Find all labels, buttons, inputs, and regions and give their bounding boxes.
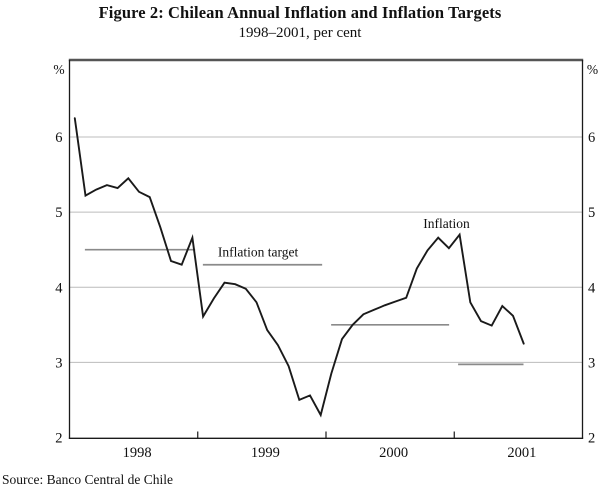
source-note: Source: Banco Central de Chile: [2, 472, 173, 487]
figure-subtitle: 1998–2001, per cent: [238, 25, 362, 41]
percent-label-right: %: [587, 62, 598, 77]
x-year-label-2000: 2000: [379, 445, 408, 461]
y-tick-label-right-5: 5: [588, 205, 595, 221]
annotation-inflation-target: Inflation target: [218, 244, 299, 259]
y-tick-label-left-4: 4: [55, 280, 63, 296]
figure-title: Figure 2: Chilean Annual Inflation and I…: [98, 3, 502, 22]
y-tick-label-right-3: 3: [588, 355, 595, 371]
inflation-line: [73, 117, 525, 418]
y-tick-label-left-5: 5: [55, 205, 62, 221]
y-tick-label-left-3: 3: [55, 355, 62, 371]
x-year-label-1998: 1998: [123, 445, 152, 461]
y-tick-label-right-6: 6: [588, 130, 595, 146]
x-year-label-1999: 1999: [251, 445, 280, 461]
y-tick-label-right-4: 4: [588, 280, 596, 296]
y-tick-label-right-2: 2: [588, 431, 595, 447]
y-tick-label-left-2: 2: [55, 431, 62, 447]
x-year-label-2001: 2001: [507, 445, 536, 461]
y-tick-label-left-6: 6: [55, 130, 62, 146]
annotation-inflation: Inflation: [423, 216, 470, 231]
percent-label-left: %: [53, 62, 64, 77]
